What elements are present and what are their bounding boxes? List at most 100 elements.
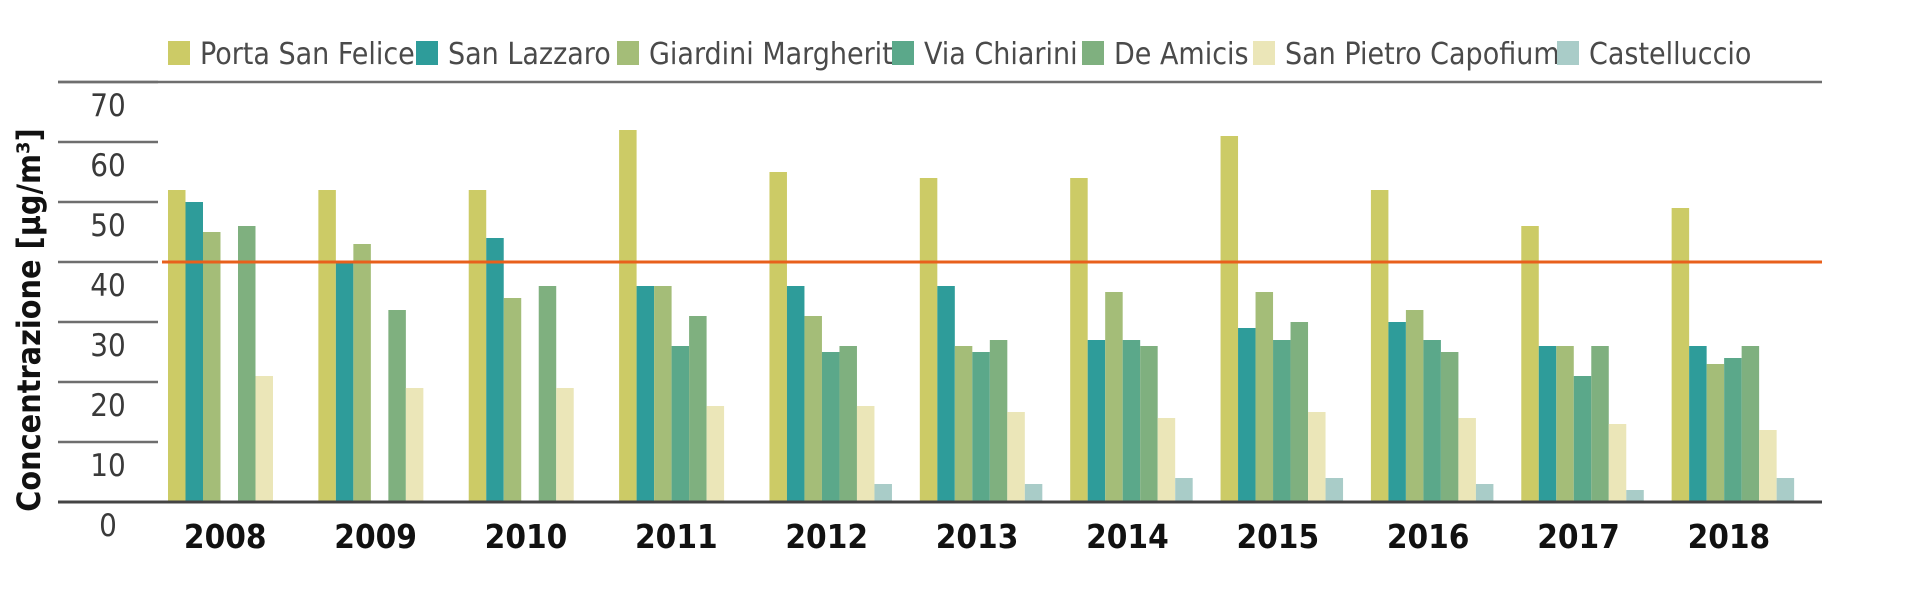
y-tick-label: 50 [90,208,125,244]
bar [255,376,273,502]
bar [839,346,857,502]
bar [318,190,336,502]
bar [1308,412,1326,502]
bar [1175,478,1193,502]
bar [1458,418,1476,502]
bar [405,388,424,502]
bar [1238,328,1256,502]
bar [619,130,637,502]
x-tick-label: 2016 [1387,517,1470,556]
bar-group [1671,208,1795,502]
bar [1423,340,1441,502]
bar [486,238,504,502]
bar [1724,358,1742,502]
legend-swatch [1082,41,1104,65]
legend-label: De Amicis [1114,37,1249,72]
bar [238,226,256,502]
bar-group [1220,136,1344,502]
y-tick-label: 60 [90,148,125,184]
bar [706,406,725,502]
legend-swatch [1557,41,1579,65]
bar [1220,136,1239,502]
y-tick-label: 0 [99,508,117,544]
legend-entry: Porta San Felice [168,37,415,72]
bar [556,388,574,502]
bar [821,352,840,502]
y-tick-label: 10 [90,448,125,484]
legend-label: Via Chiarini [924,37,1078,72]
bar-group [1070,178,1193,502]
bar-group [1521,226,1644,502]
bar [1706,364,1725,502]
bar [538,286,557,502]
bar [503,298,522,502]
x-tick-label: 2012 [785,517,868,556]
bar [1475,484,1494,502]
bar [1290,322,1309,502]
bar [954,346,973,502]
bar [1388,322,1406,502]
bar [1671,208,1690,502]
x-tick-label: 2010 [485,517,568,556]
bar [874,484,892,502]
bar [1157,418,1176,502]
y-tick-label: 30 [90,328,125,364]
bar [1122,340,1141,502]
bar-group [1370,190,1494,502]
bar [1087,340,1106,502]
x-tick-label: 2018 [1688,517,1771,556]
legend-entry: Via Chiarini [892,37,1078,72]
bar [1007,412,1025,502]
bars [168,130,1795,502]
bar [654,286,672,502]
y-tick-label: 20 [90,388,125,424]
x-tick-label: 2013 [936,517,1019,556]
bar [671,346,690,502]
x-tick-label: 2015 [1236,517,1319,556]
bar [919,178,938,502]
legend-label: San Lazzaro [448,37,611,72]
legend-label: Castelluccio [1589,37,1751,72]
legend-swatch [416,41,438,65]
bar [1370,190,1389,502]
bar [1140,346,1158,502]
bar [203,232,221,502]
legend-entry: San Lazzaro [416,37,611,72]
bar [335,262,354,502]
y-tick-label: 70 [90,88,125,124]
bar [856,406,875,502]
legend-entry: Giardini Margherita [617,37,909,72]
bar [1689,346,1707,502]
bar [1741,346,1760,502]
x-tick-label: 2017 [1537,517,1620,556]
bar [972,352,990,502]
bar [1759,430,1777,502]
bar [353,244,371,502]
bar [1521,226,1539,502]
y-axis-label: Concentrazione [µg/m³] [10,128,48,512]
x-axis: 2008 2009 2010 2011 2012 2013 2014 2015 2016 2017… [158,500,1822,556]
bar-group [769,172,892,502]
legend-entry: San Pietro Capofiume [1253,37,1576,72]
bar-group [468,190,574,502]
bar [1105,292,1123,502]
x-tick-label: 2014 [1086,517,1169,556]
bar [1273,340,1291,502]
x-tick-label: 2011 [635,517,718,556]
bar [1776,478,1795,502]
bar [168,190,186,502]
bar [1608,424,1627,502]
legend-label: San Pietro Capofiume [1285,37,1576,72]
bar [1440,352,1459,502]
bar-group [919,178,1043,502]
bar [937,286,955,502]
legend-swatch [617,41,639,65]
legend-swatch [168,41,190,65]
bar-group [318,190,424,502]
bar [468,190,487,502]
bar-group [168,190,273,502]
bar [1591,346,1609,502]
bar [1405,310,1424,502]
bar [804,316,822,502]
